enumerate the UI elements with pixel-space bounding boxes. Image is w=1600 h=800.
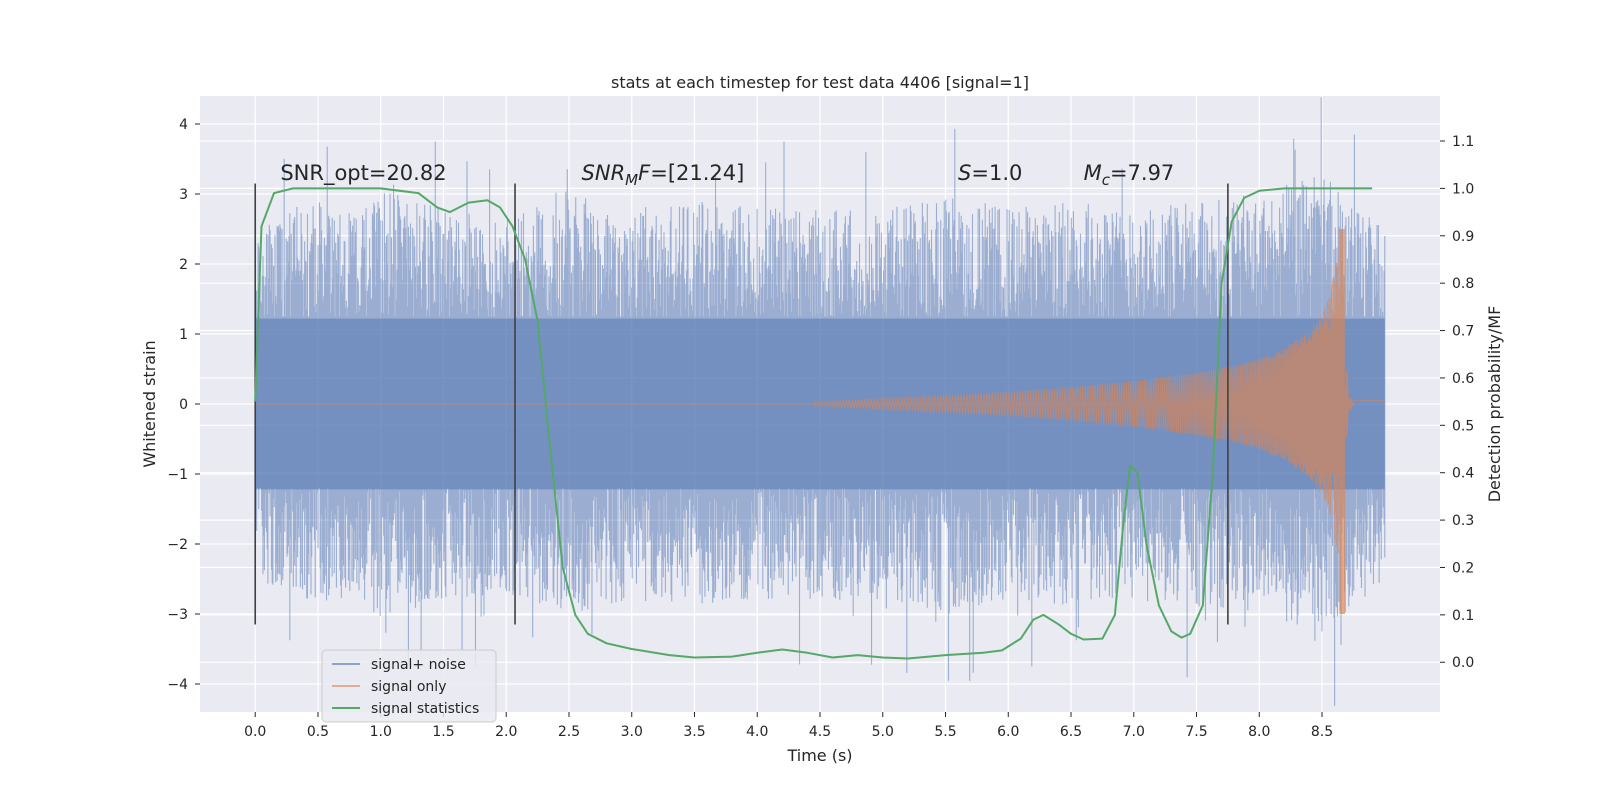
y2-tick-label: 0.5	[1452, 418, 1474, 434]
y-tick-label: 1	[179, 327, 188, 343]
legend-box	[321, 649, 497, 723]
signal-only-trace	[255, 228, 1385, 615]
chart-title: stats at each timestep for test data 440…	[611, 73, 1029, 92]
x-tick-label: 6.0	[997, 724, 1019, 740]
y2-tick-label: 1.1	[1452, 134, 1474, 150]
x-tick-label: 5.5	[934, 724, 956, 740]
y2-axis-label: Detection probability/MF	[1485, 306, 1504, 503]
y-tick-label: 4	[179, 117, 188, 133]
y-axis-label: Whitened strain	[140, 340, 159, 467]
x-tick-label: 4.5	[809, 724, 831, 740]
y-tick-label: −4	[167, 677, 188, 693]
y-tick-label: −2	[167, 537, 188, 553]
x-tick-label: 2.0	[495, 724, 517, 740]
x-tick-label: 1.5	[432, 724, 454, 740]
legend-label-noise: signal+ noise	[371, 657, 466, 673]
x-tick-label: 8.0	[1248, 724, 1270, 740]
x-tick-label: 6.5	[1060, 724, 1082, 740]
annotation: SNRMF=[21.24]	[582, 161, 745, 189]
y-axis-ticks: −4 −3 −2 −1 0 1 2 3 4	[167, 117, 200, 693]
x-tick-label: 1.0	[370, 724, 392, 740]
y2-tick-label: 0.3	[1452, 513, 1474, 529]
x-axis-label: Time (s)	[786, 746, 852, 765]
annotation: SNR_opt=20.82	[280, 161, 446, 186]
annotations: SNR_opt=20.82 SNRMF=[21.24] S=1.0 Mc=7.97	[280, 161, 1174, 189]
legend-label-signal: signal only	[371, 679, 446, 695]
y2-tick-label: 0.4	[1452, 466, 1474, 482]
x-tick-label: 5.0	[872, 724, 894, 740]
legend-label-stats: signal statistics	[371, 701, 479, 717]
y-tick-label: 2	[179, 257, 188, 273]
annotation: Mc=7.97	[1084, 161, 1175, 189]
y2-axis-ticks: 0.0 0.1 0.2 0.3 0.4 0.5 0.6 0.7 0.8 0.9 1.0 1.1	[1440, 134, 1474, 671]
signal-statistics-line	[254, 187, 1373, 660]
x-tick-label: 8.5	[1311, 724, 1333, 740]
series-signal-only	[255, 228, 1385, 615]
y2-tick-label: 0.2	[1452, 560, 1474, 576]
x-tick-label: 7.0	[1123, 724, 1145, 740]
y2-tick-label: 0.9	[1452, 229, 1474, 245]
x-tick-label: 0.0	[244, 724, 266, 740]
x-tick-label: 4.0	[746, 724, 768, 740]
y2-tick-label: 0.8	[1452, 276, 1474, 292]
y-tick-label: −3	[167, 607, 188, 623]
x-tick-label: 3.5	[683, 724, 705, 740]
series-signal-statistics	[254, 187, 1373, 660]
x-axis-ticks: 0.0 0.5 1.0 1.5 2.0 2.5 3.0 3.5 4.0 4.5 5.0 5.5 6.0 6…	[244, 712, 1333, 740]
vertical-markers	[254, 183, 1229, 625]
y-tick-label: 3	[179, 187, 188, 203]
x-tick-label: 2.5	[558, 724, 580, 740]
y2-tick-label: 1.0	[1452, 181, 1474, 197]
y-tick-label: −1	[167, 467, 188, 483]
annotation: S=1.0	[958, 161, 1022, 185]
x-tick-label: 7.5	[1185, 724, 1207, 740]
x-tick-label: 0.5	[307, 724, 329, 740]
y2-tick-label: 0.6	[1452, 371, 1474, 387]
x-tick-label: 3.0	[621, 724, 643, 740]
legend: signal+ noise signal only signal statist…	[321, 649, 497, 723]
y-tick-label: 0	[179, 397, 188, 413]
y2-tick-label: 0.0	[1452, 655, 1474, 671]
y2-tick-label: 0.1	[1452, 608, 1474, 624]
y2-tick-label: 0.7	[1452, 324, 1474, 340]
